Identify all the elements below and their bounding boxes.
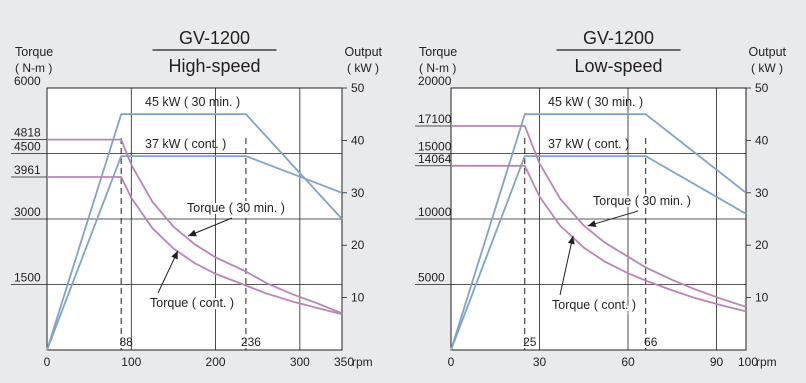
y-left-tick-label: 3961 — [14, 163, 41, 177]
x-tick-label: 100 — [738, 355, 758, 369]
y-right-tick-label: 50 — [755, 81, 769, 95]
y-right-label: Output — [344, 45, 382, 59]
y-right-tick-label: 10 — [755, 291, 769, 305]
series-line-torque-3 — [47, 138, 343, 315]
y-right-tick-label: 20 — [755, 238, 769, 252]
series-line-torque-4 — [47, 176, 343, 316]
y-left-tick-label: 5000 — [418, 271, 445, 285]
y-right-tick-label: 30 — [351, 186, 365, 200]
y-right-tick-label: 30 — [755, 186, 769, 200]
x-unit-label: rpm — [352, 355, 373, 369]
annotation-label: Torque ( 30 min. ) — [593, 194, 691, 208]
y-left-tick-label: 6000 — [14, 74, 41, 88]
y-right-label: Output — [748, 45, 786, 59]
annotation-label: 37 kW ( cont. ) — [145, 137, 226, 151]
y-right-tick-label: 10 — [351, 291, 365, 305]
chart-subtitle: Low-speed — [574, 56, 662, 76]
chart-1: GV-1200 High-speed Torque ( N-m ) Output ( kW… — [11, 28, 383, 369]
series-line-output-1 — [46, 113, 343, 351]
x-tick-label: 30 — [533, 355, 547, 369]
base-speed-label: 66 — [644, 335, 658, 349]
annotation-arrowhead — [587, 220, 597, 228]
y-right-tick-label: 40 — [755, 133, 769, 147]
x-tick-label: 60 — [621, 355, 635, 369]
y-right-tick-label: 40 — [351, 133, 365, 147]
y-left-tick-label: 4818 — [14, 126, 41, 140]
y-left-tick-label: 14064 — [418, 152, 452, 166]
y-left-tick-label: 4500 — [14, 140, 41, 154]
annotation-arrowhead — [188, 229, 197, 237]
series-line-output-2 — [450, 155, 747, 351]
x-tick-label: 300 — [290, 355, 310, 369]
chart-title: GV-1200 — [179, 28, 250, 48]
y-left-label: Torque — [15, 45, 53, 59]
annotation-label: Torque ( 30 min. ) — [187, 201, 285, 215]
y-left-tick-label: 1500 — [14, 271, 41, 285]
annotation-label: Torque ( cont. ) — [552, 298, 636, 312]
y-left-unit: ( N-m ) — [15, 61, 52, 75]
x-tick-label: 200 — [206, 355, 226, 369]
x-tick-label: 100 — [121, 355, 141, 369]
annotation-label: 45 kW ( 30 min. ) — [548, 95, 643, 109]
annotation-label: Torque ( cont. ) — [150, 296, 234, 310]
series-line-torque-3 — [451, 125, 747, 308]
y-left-tick-label: 10000 — [418, 205, 452, 219]
y-left-tick-label: 20000 — [418, 74, 452, 88]
y-left-tick-label: 17100 — [418, 112, 452, 126]
base-speed-label: 25 — [523, 335, 537, 349]
y-right-tick-label: 50 — [351, 81, 365, 95]
series-line-output-1 — [450, 113, 747, 351]
y-left-label: Torque — [419, 45, 457, 59]
x-tick-label: 350 — [334, 355, 354, 369]
x-unit-label: rpm — [756, 355, 777, 369]
annotation-label: 45 kW ( 30 min. ) — [145, 95, 240, 109]
series-line-torque-4 — [451, 164, 747, 313]
x-tick-label: 0 — [44, 355, 51, 369]
annotation-label: 37 kW ( cont. ) — [548, 137, 629, 151]
annotation-arrowhead — [171, 250, 178, 260]
series-line-output-2 — [46, 155, 343, 351]
y-left-tick-label: 15000 — [418, 140, 452, 154]
base-speed-label: 88 — [119, 335, 133, 349]
base-speed-label: 236 — [241, 335, 261, 349]
annotation-arrow — [559, 235, 574, 296]
annotation-arrowhead — [567, 235, 575, 245]
chart-subtitle: High-speed — [168, 56, 260, 76]
x-tick-label: 0 — [448, 355, 455, 369]
y-left-tick-label: 3000 — [14, 205, 41, 219]
y-left-unit: ( N-m ) — [419, 61, 456, 75]
x-tick-label: 90 — [710, 355, 724, 369]
y-right-unit: ( kW ) — [347, 61, 379, 75]
chart-2: GV-1200 Low-speed Torque ( N-m ) Output ( kW … — [415, 28, 787, 369]
chart-title: GV-1200 — [583, 28, 654, 48]
y-right-tick-label: 20 — [351, 238, 365, 252]
annotation-arrow — [587, 210, 639, 227]
y-right-unit: ( kW ) — [751, 61, 783, 75]
